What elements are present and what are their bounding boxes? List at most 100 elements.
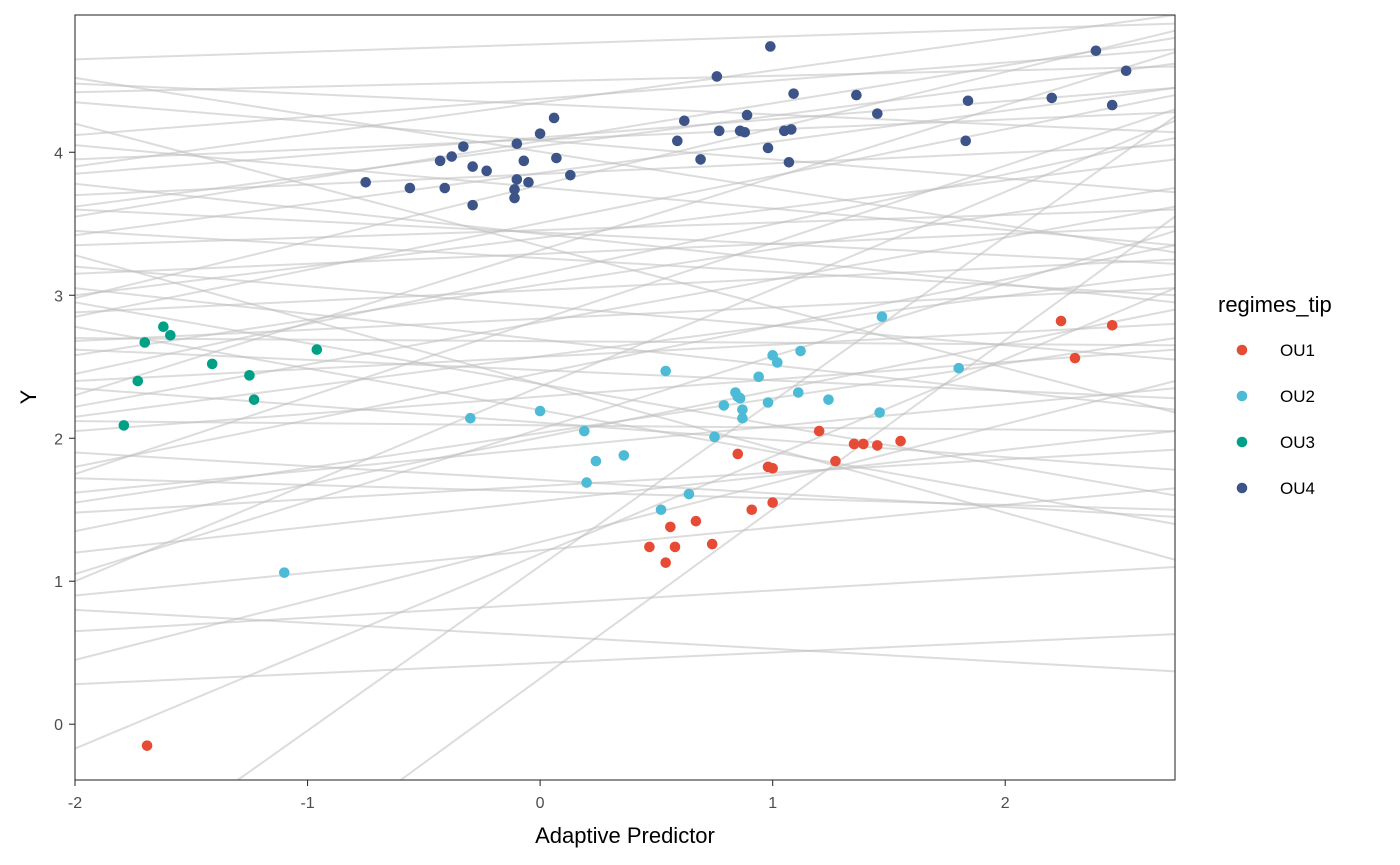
regression-line — [237, 115, 1175, 780]
data-point — [206, 358, 218, 370]
legend-item-ou3: OU3 — [1236, 433, 1315, 452]
data-point — [695, 154, 706, 165]
data-point — [551, 152, 562, 164]
legend-key — [1236, 344, 1248, 356]
regression-line — [75, 94, 1175, 318]
legend-title: regimes_tip — [1218, 292, 1332, 317]
y-axis: 0 1 2 3 4 — [54, 145, 75, 734]
data-point — [581, 477, 592, 488]
data-point — [467, 199, 478, 211]
series-ou4 — [360, 41, 1132, 211]
data-point — [311, 344, 323, 355]
data-point — [762, 142, 774, 154]
data-point — [785, 124, 797, 135]
data-point — [139, 337, 151, 348]
data-point — [792, 387, 804, 398]
regression-line — [75, 205, 1175, 408]
series-ou2 — [279, 311, 965, 578]
regression-line — [75, 158, 1175, 297]
data-point — [439, 182, 451, 194]
legend-label: OU1 — [1280, 341, 1315, 360]
data-point — [874, 407, 885, 418]
regression-line — [75, 229, 1175, 297]
data-point — [788, 88, 799, 99]
data-point — [165, 329, 176, 341]
regression-line — [75, 254, 1175, 561]
data-point — [1090, 45, 1102, 57]
regression-line — [75, 258, 1175, 314]
data-point — [1069, 352, 1081, 364]
regression-line — [75, 15, 1175, 168]
legend-item-ou4: OU4 — [1236, 479, 1315, 498]
legend-item-ou2: OU2 — [1236, 387, 1315, 406]
data-point — [960, 135, 971, 147]
series-ou3 — [118, 321, 323, 431]
data-point — [509, 184, 520, 195]
data-point — [718, 400, 730, 411]
data-point — [1106, 99, 1118, 111]
data-point — [158, 321, 169, 333]
data-point — [895, 435, 906, 447]
regression-line — [75, 448, 1175, 514]
data-point — [244, 370, 255, 381]
regression-line — [75, 477, 1175, 511]
data-point — [132, 375, 144, 387]
regression-line — [75, 144, 1175, 247]
regression-line — [75, 633, 1175, 686]
data-point — [690, 515, 702, 527]
data-point — [872, 440, 883, 451]
data-point — [660, 365, 671, 377]
data-point — [660, 557, 671, 568]
data-point — [523, 176, 534, 188]
data-point — [795, 345, 806, 357]
data-point — [783, 156, 795, 168]
regression-line — [75, 101, 1175, 194]
regression-line — [75, 265, 1175, 361]
data-point — [739, 126, 751, 138]
regression-line — [75, 108, 1175, 475]
data-point — [467, 161, 478, 172]
data-points — [118, 41, 1132, 751]
y-tick-label: 1 — [54, 574, 63, 591]
data-point — [741, 109, 753, 121]
data-point — [823, 394, 834, 405]
regression-line — [75, 119, 1175, 583]
regression-line — [75, 22, 1175, 61]
data-point — [509, 192, 520, 204]
data-point — [772, 357, 783, 368]
plot-panel-border — [74, 14, 1176, 781]
data-point — [434, 155, 446, 167]
data-point — [590, 455, 602, 467]
data-point — [876, 311, 888, 323]
data-point — [767, 497, 778, 508]
x-tick-label: 2 — [1001, 795, 1010, 812]
data-point — [669, 541, 681, 553]
regression-line — [75, 86, 1175, 175]
legend-key — [1236, 436, 1248, 448]
data-point — [753, 371, 765, 383]
data-point — [534, 128, 546, 139]
regression-lines — [75, 15, 1175, 780]
data-point — [644, 541, 655, 553]
regression-line — [75, 337, 1175, 504]
data-point — [711, 71, 723, 82]
data-point — [953, 362, 965, 374]
data-point — [458, 141, 469, 152]
data-point — [565, 169, 576, 181]
data-point — [713, 125, 725, 137]
data-point — [279, 567, 290, 578]
data-point — [481, 165, 492, 177]
legend-key — [1236, 390, 1248, 402]
x-tick-label: 0 — [536, 795, 545, 812]
regression-line — [75, 229, 1175, 576]
regression-line — [75, 48, 1175, 137]
data-point — [746, 504, 758, 516]
x-tick-label: -1 — [300, 795, 314, 812]
series-ou1 — [141, 315, 1118, 751]
regression-line — [75, 301, 1175, 497]
regression-line — [75, 430, 1175, 554]
legend-label: OU3 — [1280, 433, 1315, 452]
regression-line — [75, 487, 1175, 597]
regression-line — [75, 187, 1175, 357]
y-tick-label: 3 — [54, 288, 63, 305]
